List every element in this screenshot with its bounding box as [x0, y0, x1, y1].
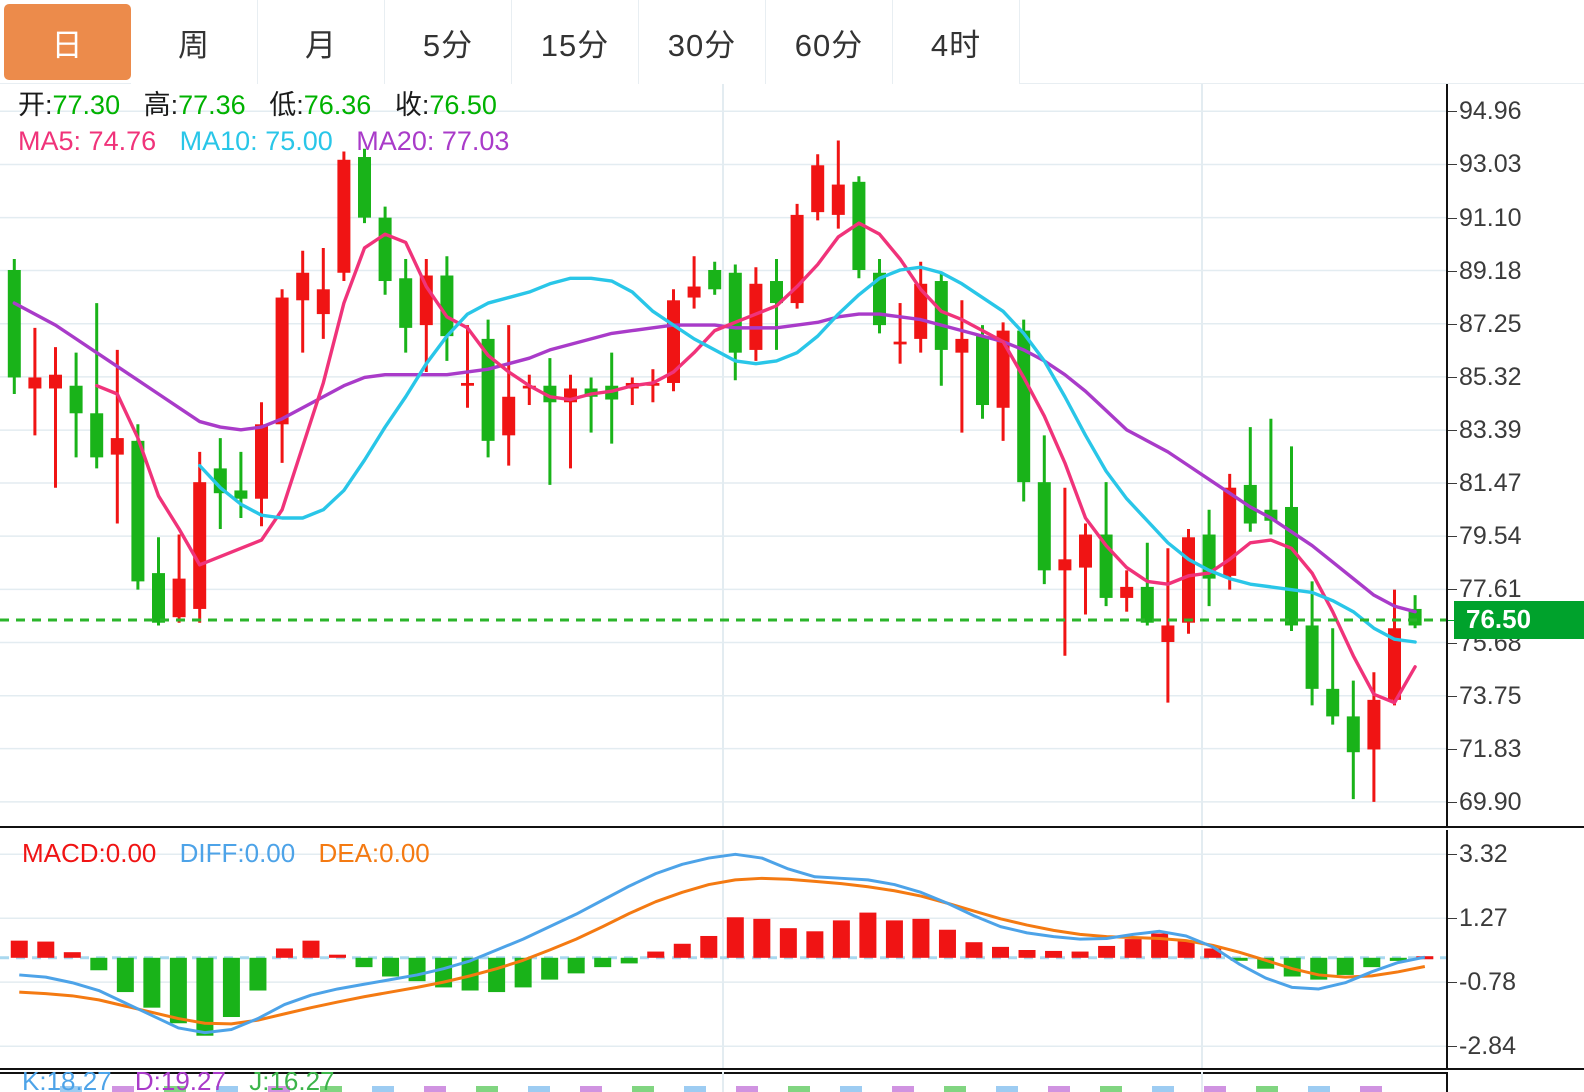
- price-axis-tick: [1448, 376, 1457, 378]
- price-axis-label: 73.75: [1459, 681, 1522, 710]
- timeframe-tabbar: 日 周 月 5分 15分 30分 60分 4时: [0, 0, 1584, 84]
- price-axis-tick: [1448, 164, 1457, 166]
- price-axis-label: 87.25: [1459, 309, 1522, 338]
- price-axis-label: 93.03: [1459, 150, 1522, 179]
- price-axis-label: 85.32: [1459, 362, 1522, 391]
- tab-label: 5分: [422, 27, 474, 63]
- tab-label: 60分: [794, 27, 864, 63]
- price-axis-tick: [1448, 748, 1457, 750]
- tab-30min[interactable]: 30分: [639, 0, 766, 84]
- price-axis-tick: [1448, 695, 1457, 697]
- tab-60min[interactable]: 60分: [766, 0, 893, 84]
- price-axis: 94.96 93.03 91.10 89.18 87.25 85.32 83.39 81.47…: [1448, 84, 1584, 826]
- price-axis-label: 77.61: [1459, 575, 1522, 604]
- tab-5min[interactable]: 5分: [385, 0, 512, 84]
- price-axis-label: 89.18: [1459, 256, 1522, 285]
- tabbar-filler: [1020, 0, 1584, 83]
- macd-axis-tick: [1448, 854, 1457, 856]
- macd-axis: 3.32 1.27 -0.78 -2.84: [1448, 830, 1584, 1068]
- kdj-pane: K:18.27 D:19.27 J:16.27: [0, 1072, 1584, 1092]
- price-plot[interactable]: [0, 84, 1448, 826]
- tab-label: 周: [178, 27, 210, 63]
- price-axis-label: 91.10: [1459, 203, 1522, 232]
- price-axis-label: 83.39: [1459, 416, 1522, 445]
- price-axis-tick: [1448, 217, 1457, 219]
- price-axis-tick: [1448, 323, 1457, 325]
- macd-axis-label: 3.32: [1459, 840, 1508, 869]
- macd-plot[interactable]: [0, 830, 1448, 1068]
- kdj-svg: [0, 1072, 1446, 1092]
- price-axis-tick: [1448, 430, 1457, 432]
- price-pane: 94.96 93.03 91.10 89.18 87.25 85.32 83.39 81.47…: [0, 84, 1584, 828]
- tab-label: 4时: [930, 27, 982, 63]
- macd-axis-label: 1.27: [1459, 904, 1508, 933]
- macd-axis-tick: [1448, 982, 1457, 984]
- tab-week[interactable]: 周: [131, 0, 258, 84]
- macd-axis-label: -0.78: [1459, 968, 1516, 997]
- price-axis-label: 71.83: [1459, 734, 1522, 763]
- tab-label: 15分: [540, 27, 610, 63]
- macd-pane: 3.32 1.27 -0.78 -2.84 MACD:0.00 DIFF:0.00 D…: [0, 830, 1584, 1070]
- macd-svg: [0, 830, 1446, 1068]
- chart-area: 94.96 93.03 91.10 89.18 87.25 85.32 83.39 81.47…: [0, 84, 1584, 1092]
- price-axis-tick: [1448, 801, 1457, 803]
- tab-label: 月: [305, 27, 337, 63]
- price-axis-tick: [1448, 270, 1457, 272]
- macd-axis-tick: [1448, 918, 1457, 920]
- kdj-plot[interactable]: [0, 1072, 1448, 1092]
- price-axis-label: 94.96: [1459, 97, 1522, 126]
- price-axis-tick: [1448, 589, 1457, 591]
- tab-month[interactable]: 月: [258, 0, 385, 84]
- tab-label: 日: [51, 27, 84, 63]
- macd-axis-label: -2.84: [1459, 1032, 1516, 1061]
- macd-axis-tick: [1448, 1046, 1457, 1048]
- current-price-badge: 76.50: [1448, 600, 1584, 639]
- tab-label: 30分: [667, 27, 737, 63]
- price-axis-tick: [1448, 483, 1457, 484]
- price-axis-tick: [1448, 642, 1457, 644]
- price-axis-label: 79.54: [1459, 522, 1522, 551]
- price-axis-tick: [1448, 536, 1457, 538]
- price-axis-tick: [1448, 111, 1457, 113]
- tab-4hour[interactable]: 4时: [893, 0, 1020, 84]
- price-axis-label: 81.47: [1459, 469, 1522, 497]
- candlestick-svg: [0, 84, 1446, 826]
- tab-15min[interactable]: 15分: [512, 0, 639, 84]
- tab-day[interactable]: 日: [4, 4, 131, 80]
- price-axis-label: 69.90: [1459, 787, 1522, 816]
